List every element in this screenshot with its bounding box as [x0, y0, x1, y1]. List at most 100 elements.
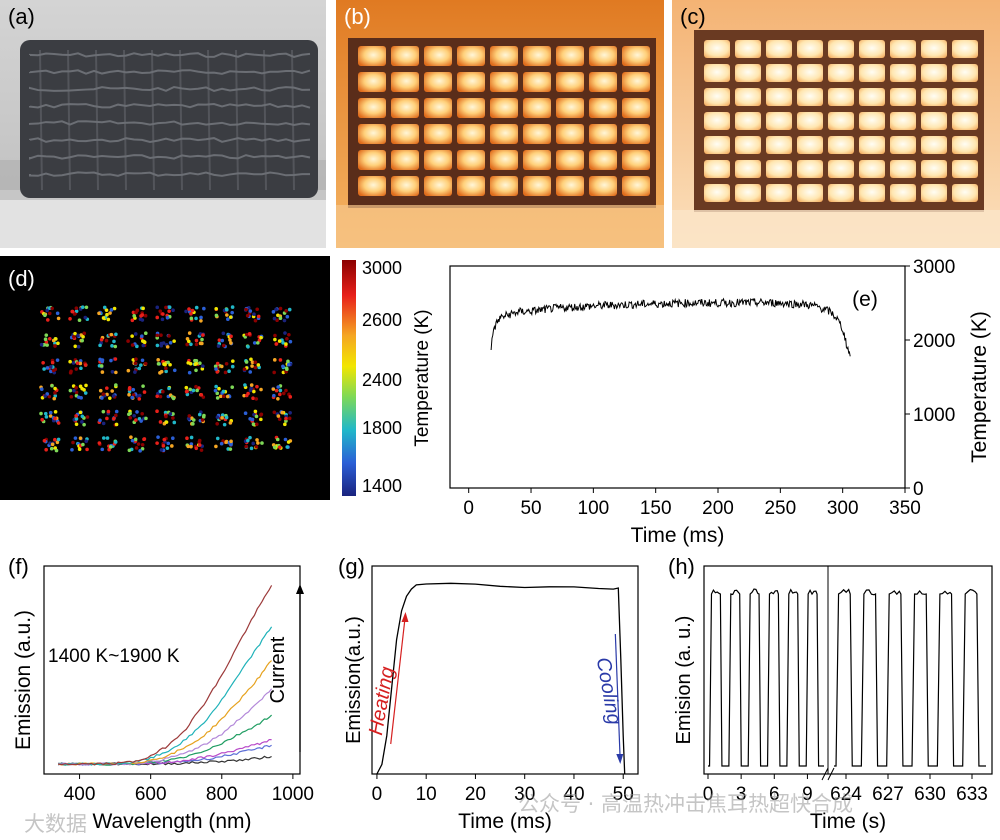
- thermal-dot: [284, 309, 288, 313]
- thermal-dot: [142, 437, 146, 442]
- thermal-dot: [54, 448, 59, 453]
- thermal-dot: [165, 345, 170, 349]
- thermal-dot: [284, 342, 288, 346]
- thermal-dot: [48, 410, 53, 415]
- thermal-dot: [228, 338, 232, 342]
- thermal-dot: [278, 388, 283, 393]
- thermal-dot: [158, 420, 163, 424]
- x-tick-label: 250: [764, 498, 796, 519]
- x-tick-label: 0: [703, 784, 714, 805]
- thermal-dot: [170, 444, 174, 448]
- thermal-dot: [140, 446, 145, 451]
- current-label: Current: [267, 636, 289, 703]
- thermal-dot: [275, 318, 279, 323]
- thermal-dot: [171, 416, 175, 420]
- pulse-series-left: [708, 588, 824, 767]
- thermal-dot: [42, 367, 46, 371]
- thermal-dot: [288, 410, 292, 415]
- glow-cell: [523, 46, 551, 66]
- glow-cell: [735, 160, 761, 178]
- thermal-dot: [164, 414, 168, 419]
- thermal-dot: [72, 388, 76, 393]
- glow-cell: [556, 72, 584, 92]
- thermal-dot: [214, 384, 218, 389]
- thermal-dot: [278, 306, 283, 311]
- x-tick-label: 40: [563, 784, 584, 805]
- glow-cell: [490, 176, 518, 196]
- thermal-dot: [254, 422, 259, 427]
- thermal-dot: [44, 415, 49, 419]
- thermal-dot: [108, 311, 112, 315]
- thermal-dot: [104, 308, 109, 312]
- thermal-dot: [244, 444, 249, 449]
- glow-cell: [424, 176, 452, 196]
- thermal-dot: [130, 395, 134, 400]
- thermal-dot: [143, 361, 148, 366]
- thermal-dot: [162, 437, 167, 442]
- lattice-photo-image: [0, 0, 326, 248]
- thermal-dot: [134, 357, 138, 361]
- thermal-dot: [199, 393, 204, 397]
- thermal-dot: [99, 337, 104, 342]
- thermal-dot: [47, 336, 52, 341]
- panel-h-chart: 0 3 6 9 624 627 630 633 Time (s) Emision (a. u.) (…: [660, 552, 1000, 840]
- thermal-dot: [133, 332, 138, 336]
- thermal-dot: [224, 440, 228, 445]
- thermal-dot: [194, 316, 198, 321]
- thermal-dot: [156, 358, 160, 362]
- thermal-dot: [53, 416, 57, 421]
- thermal-dot: [185, 436, 189, 441]
- thermal-dot: [272, 410, 277, 415]
- glow-cell: [890, 64, 916, 82]
- thermal-dot: [189, 342, 193, 347]
- thermal-dot: [198, 361, 202, 366]
- glow-cell: [828, 136, 854, 154]
- thermal-dot: [277, 445, 282, 449]
- glow-cell: [859, 136, 885, 154]
- thermal-dot: [194, 384, 198, 389]
- thermal-dot: [164, 420, 169, 424]
- thermal-dot: [284, 388, 288, 393]
- thermal-dot: [140, 442, 145, 447]
- thermal-dot: [43, 394, 48, 398]
- thermal-dot: [44, 447, 48, 452]
- thermal-dot: [186, 416, 191, 421]
- thermal-dot: [43, 411, 48, 416]
- thermal-dot: [76, 333, 80, 338]
- panel-d-thermal-map: (d): [0, 256, 330, 500]
- thermal-dot: [109, 332, 114, 337]
- thermal-dot: [201, 395, 206, 399]
- thermal-dot: [128, 416, 133, 420]
- glow-cell: [952, 40, 978, 58]
- thermal-dot: [155, 409, 159, 413]
- thermal-dot: [70, 309, 75, 314]
- thermal-dot: [68, 316, 72, 321]
- glowing-lattice-image-b: [336, 0, 664, 248]
- thermal-dot: [130, 334, 134, 338]
- thermal-dot: [253, 409, 258, 414]
- thermal-dot: [217, 386, 221, 391]
- thermal-dot: [112, 416, 116, 421]
- thermal-dot: [50, 306, 54, 311]
- axis-break-mark: [821, 767, 835, 781]
- glow-cell: [704, 136, 730, 154]
- thermal-dot: [53, 394, 58, 398]
- thermal-dot: [83, 363, 88, 367]
- thermal-dot: [215, 370, 220, 374]
- x-tick-label: 100: [578, 498, 610, 519]
- thermal-dot: [244, 360, 249, 364]
- thermal-dot: [171, 412, 175, 416]
- thermal-dot: [131, 387, 136, 392]
- glow-cell: [921, 160, 947, 178]
- thermal-dot: [49, 369, 53, 374]
- glow-cell: [859, 112, 885, 130]
- x-tick-label: 9: [802, 784, 813, 805]
- thermal-dot: [53, 410, 58, 414]
- panel-c-glow-photo: (c): [672, 0, 1000, 248]
- thermal-dot: [99, 364, 104, 368]
- glow-cell: [556, 46, 584, 66]
- glow-cell: [828, 88, 854, 106]
- colorbar-tick: 3000: [362, 258, 402, 278]
- thermal-dot: [73, 436, 78, 440]
